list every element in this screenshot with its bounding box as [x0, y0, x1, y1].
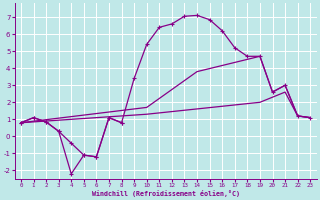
X-axis label: Windchill (Refroidissement éolien,°C): Windchill (Refroidissement éolien,°C): [92, 190, 240, 197]
